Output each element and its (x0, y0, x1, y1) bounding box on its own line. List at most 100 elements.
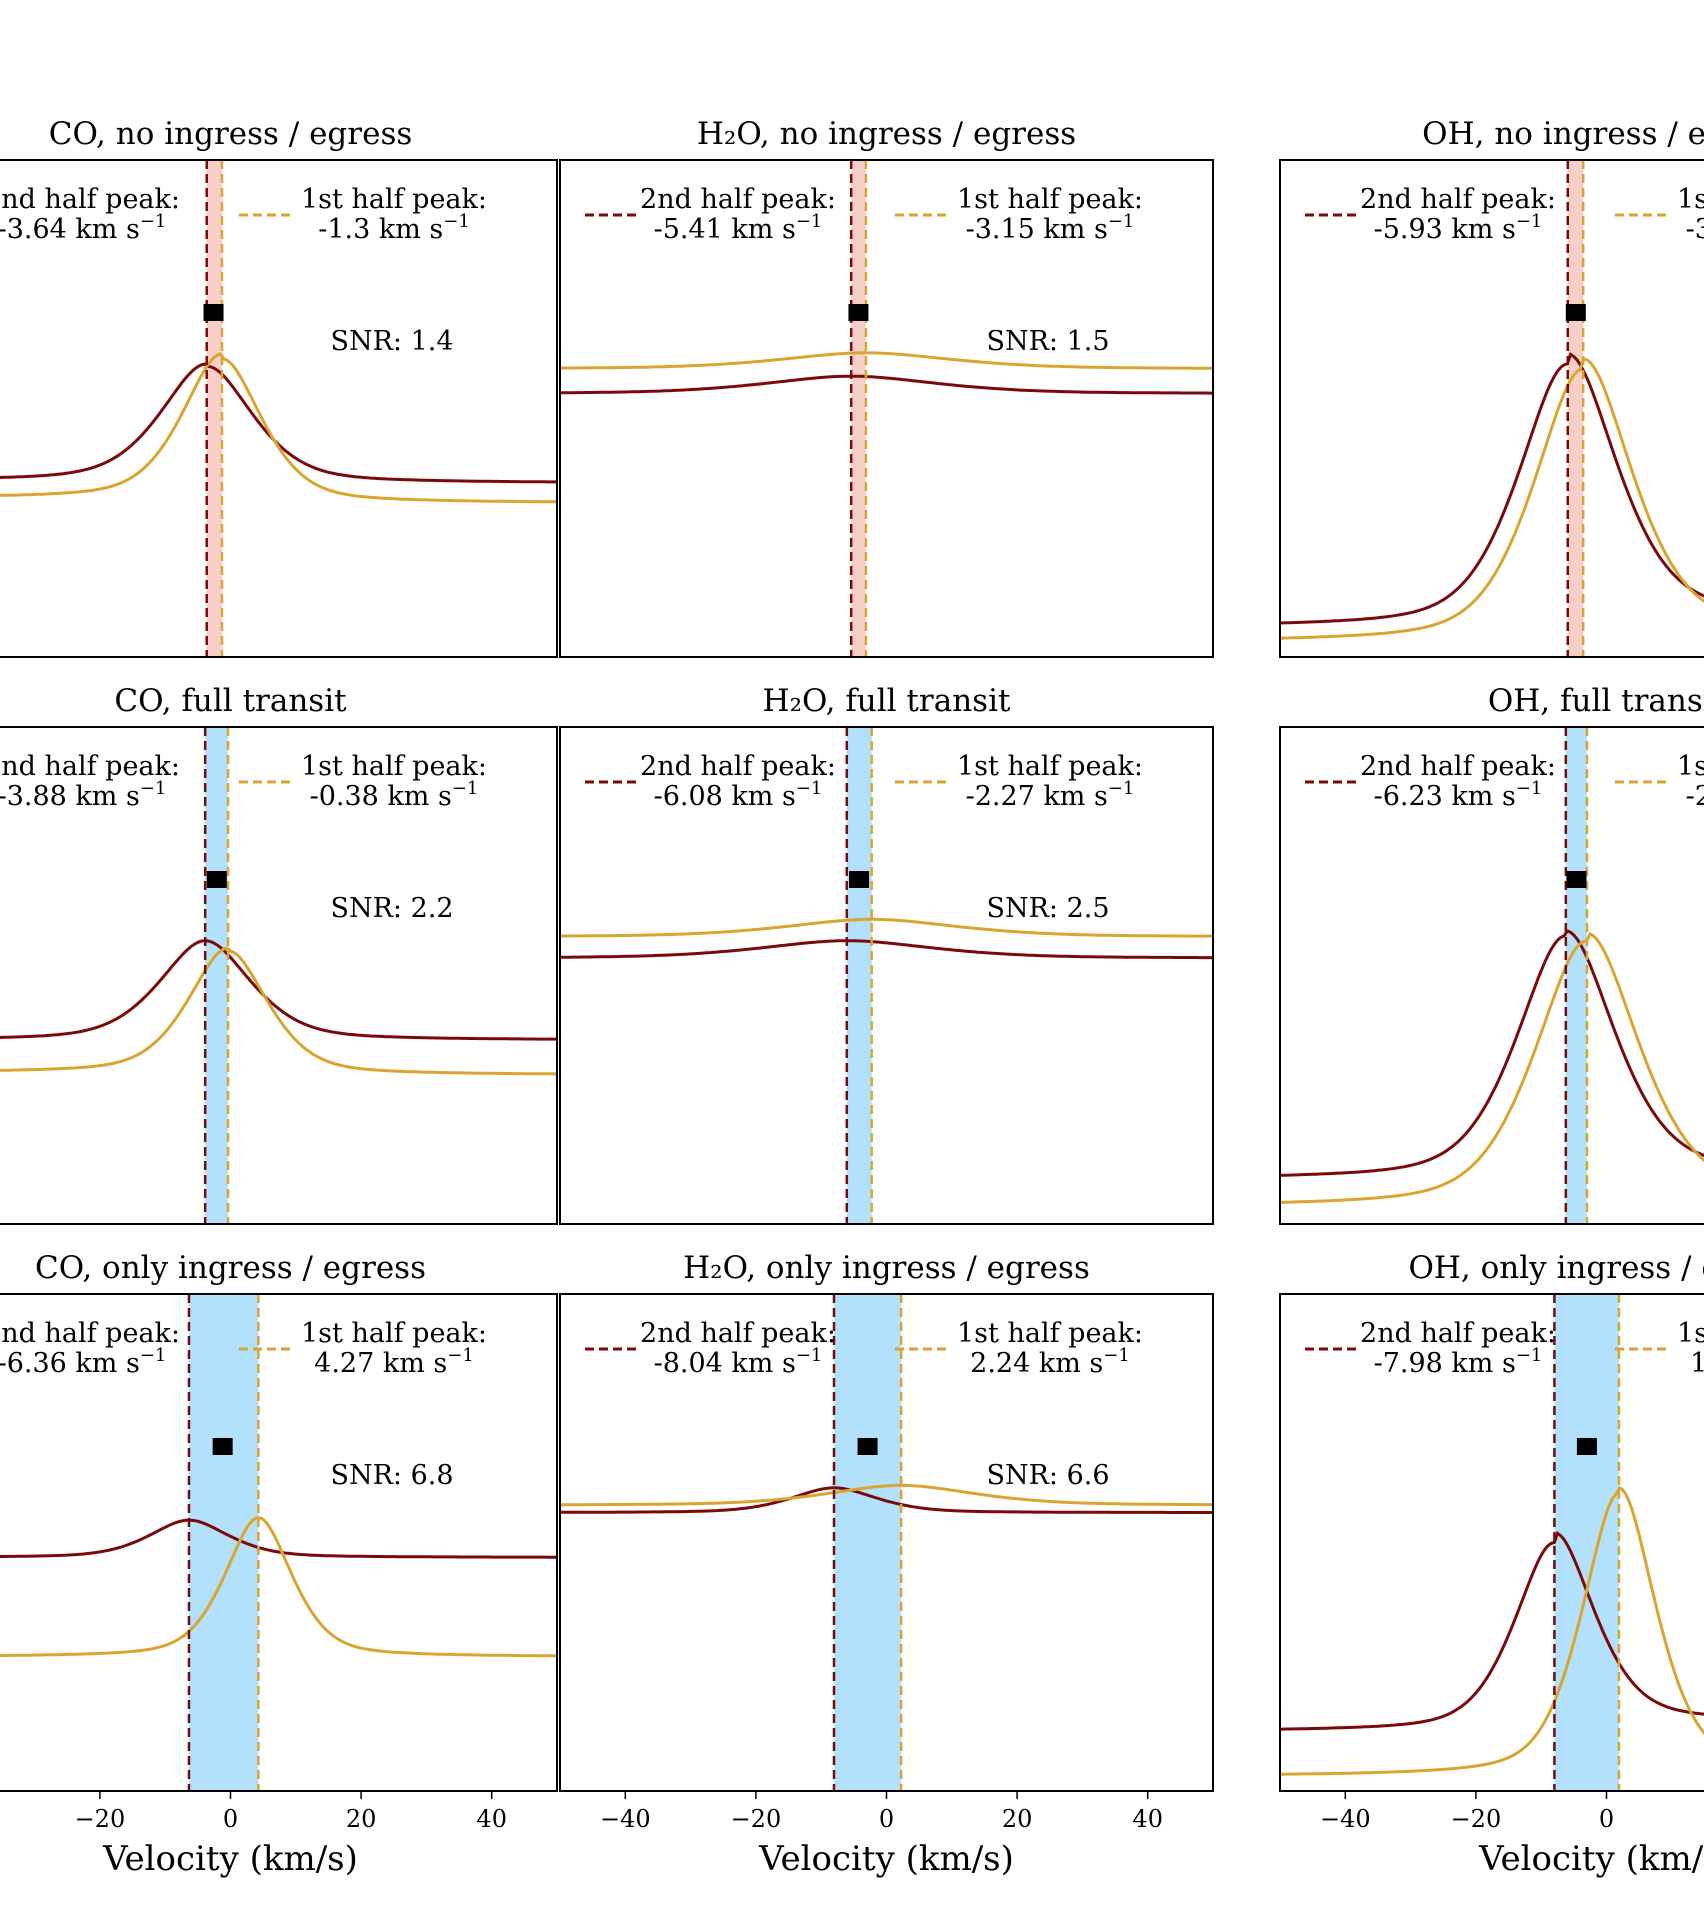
peak-marker (212, 1438, 233, 1455)
panel-frame (559, 159, 1214, 658)
legend-first-half-label: 1st half peak: (957, 1318, 1143, 1349)
panel-title: H₂O, no ingress / egress (697, 116, 1076, 152)
legend-first-half-value: 1.91 km s−1 (1690, 1345, 1704, 1379)
legend-second-half-label: 2nd half peak: (640, 751, 836, 782)
legend: 2nd half peak:-3.88 km s−1 1st half peak:… (0, 751, 487, 812)
legend-unit-exponent: −1 (1108, 211, 1135, 232)
x-tick-label: 40 (1132, 1805, 1163, 1833)
snr-label: SNR: 6.8 (330, 1460, 453, 1491)
panel-title: H₂O, full transit (763, 683, 1011, 719)
legend-first-half-value-text: 1.91 km s (1690, 1348, 1704, 1379)
peak-band (206, 160, 223, 657)
legend-second-half-value-text: -6.08 km s (654, 781, 796, 812)
legend-unit-exponent: −1 (1516, 211, 1543, 232)
x-axis-label: Velocity (km/s) (758, 1839, 1014, 1879)
first-half-curve (0, 352, 557, 504)
legend-first-half-value: -3.15 km s−1 (966, 211, 1135, 245)
legend-first-half-value-text: 4.27 km s (314, 1348, 447, 1379)
legend-first-half-value: -2.27 km s−1 (966, 778, 1135, 812)
peak-band (205, 727, 229, 1224)
legend-second-half-value-text: -7.98 km s (1374, 1348, 1516, 1379)
x-tick-label: 0 (223, 1805, 238, 1833)
peak-band (1565, 727, 1587, 1224)
panel-frame (0, 159, 558, 658)
second-half-curve (0, 1518, 557, 1559)
legend-second-half-value-text: -3.64 km s (0, 214, 140, 245)
legend: 2nd half peak:-7.98 km s−1 1st half peak:… (1305, 1318, 1704, 1379)
legend-second-half-value: -8.04 km s−1 (654, 1345, 823, 1379)
legend-unit-exponent: −1 (1516, 778, 1543, 799)
legend-second-half-value-text: -5.41 km s (654, 214, 796, 245)
legend-second-half-value: -3.88 km s−1 (0, 778, 166, 812)
peak-marker (1576, 1438, 1597, 1455)
legend-second-half-value: -7.98 km s−1 (1374, 1345, 1543, 1379)
legend-first-half-value-text: -0.38 km s (310, 781, 452, 812)
second-half-curve (560, 1486, 1213, 1514)
second-half-curve (0, 939, 557, 1041)
legend-second-half-value: -5.41 km s−1 (654, 211, 823, 245)
legend-second-half-label: 2nd half peak: (0, 751, 180, 782)
legend-second-half-value: -6.23 km s−1 (1374, 778, 1543, 812)
second-half-curve (560, 374, 1213, 395)
first-half-curve (0, 946, 557, 1076)
panel-title: H₂O, only ingress / egress (683, 1250, 1090, 1286)
first-half-curve (560, 917, 1213, 938)
panel-title: CO, only ingress / egress (35, 1250, 426, 1286)
legend-first-half-value: -2.99 km s−1 (1686, 778, 1704, 812)
peak-marker (206, 871, 227, 888)
legend-first-half-value: -0.38 km s−1 (310, 778, 479, 812)
panel-frame (559, 726, 1214, 1225)
peak-marker (1565, 304, 1586, 321)
legend-second-half-value-text: -5.93 km s (1374, 214, 1516, 245)
peak-band (846, 727, 872, 1224)
x-axis-label: Velocity (km/s) (1478, 1839, 1704, 1879)
legend: 2nd half peak:-5.93 km s−1 1st half peak:… (1305, 184, 1704, 245)
snr-label: SNR: 1.4 (330, 326, 453, 357)
panel-title: OH, only ingress / egress (1408, 1250, 1704, 1286)
panel-frame (0, 726, 558, 1225)
peak-marker (203, 304, 224, 321)
legend-first-half-label: 1st half peak: (301, 751, 487, 782)
legend-second-half-label: 2nd half peak: (0, 1318, 180, 1349)
legend-first-half-label: 1st half peak: (1677, 1318, 1704, 1349)
legend: 2nd half peak:-6.23 km s−1 1st half peak:… (1305, 751, 1704, 812)
peak-marker (848, 304, 869, 321)
legend-first-half-value-text: -3.57 km s (1686, 214, 1704, 245)
x-axis-label: Velocity (km/s) (102, 1839, 358, 1879)
legend-second-half-label: 2nd half peak: (0, 184, 180, 215)
legend-second-half-label: 2nd half peak: (1360, 1318, 1556, 1349)
x-tick-label: −20 (75, 1805, 126, 1833)
panel-co-2: SNR: 6.8 2nd half peak:-6.36 km s−1 1st ha… (0, 1250, 558, 1879)
legend-second-half-value-text: -6.36 km s (0, 1348, 140, 1379)
legend-first-half-label: 1st half peak: (1677, 184, 1704, 215)
legend-unit-exponent: −1 (796, 211, 823, 232)
x-tick-label: 40 (476, 1805, 507, 1833)
legend-first-half-value-text: 2.24 km s (970, 1348, 1103, 1379)
snr-label: SNR: 6.6 (986, 1460, 1109, 1491)
snr-label: SNR: 2.5 (986, 893, 1109, 924)
legend-first-half-label: 1st half peak: (301, 1318, 487, 1349)
legend-second-half-value-text: -3.88 km s (0, 781, 140, 812)
peak-band (851, 160, 866, 657)
legend-second-half-value-text: -8.04 km s (654, 1348, 796, 1379)
legend-second-half-value: -6.36 km s−1 (0, 1345, 166, 1379)
panel-frame (1279, 726, 1704, 1225)
x-tick-label: 20 (1002, 1805, 1033, 1833)
